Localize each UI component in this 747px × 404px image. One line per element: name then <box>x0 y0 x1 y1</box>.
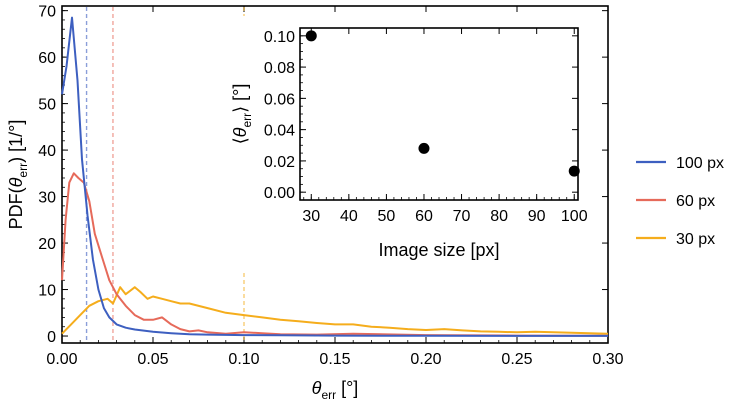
inset-data-point <box>305 30 317 42</box>
inset-y-axis-label: ⟨θerr⟩ [°] <box>230 84 254 145</box>
inset-x-tick-label: 90 <box>528 208 546 225</box>
legend-label: 100 px <box>676 155 724 172</box>
main-y-tick-label: 70 <box>38 4 56 21</box>
main-y-tick-label: 10 <box>38 283 56 300</box>
inset-y-tick-label: 0.02 <box>264 154 295 171</box>
main-y-tick-label: 60 <box>38 50 56 67</box>
main-x-tick-label: 0.00 <box>46 351 77 368</box>
inset-x-tick-label: 80 <box>490 208 508 225</box>
main-x-tick-label: 0.10 <box>228 351 259 368</box>
inset-y-tick-label: 0.00 <box>264 185 295 202</box>
series-line <box>61 286 609 335</box>
inset-y-tick-label: 0.04 <box>264 123 295 140</box>
main-x-tick-label: 0.25 <box>501 351 532 368</box>
inset-mean-error-chart: 30 40 50 60 70 80 90 100 0.00 0.02 0.04 0.06 0.08 0.1… <box>230 16 592 270</box>
series-line <box>61 172 609 337</box>
inset-data-point <box>418 142 430 154</box>
main-pdf-chart: 0.00 0.05 0.10 0.15 0.20 0.25 0.30 0 10 20 30 40 50 6… <box>6 4 624 402</box>
inset-x-axis-label: Image size [px] <box>378 240 499 260</box>
main-x-axis-label: θerr [°] <box>312 378 359 402</box>
legend: 100 px 60 px 30 px <box>636 155 724 248</box>
legend-label: 30 px <box>676 231 715 248</box>
main-x-tick-label: 0.05 <box>137 351 168 368</box>
inset-x-tick-label: 70 <box>453 208 471 225</box>
main-y-axis-label: PDF(θerr) [1/°] <box>6 120 30 230</box>
inset-x-tick-label: 30 <box>302 208 320 225</box>
main-y-tick-label: 20 <box>38 236 56 253</box>
main-x-tick-label: 0.30 <box>592 351 623 368</box>
main-x-tick-label: 0.20 <box>410 351 441 368</box>
inset-x-tick-label: 100 <box>561 208 588 225</box>
main-y-tick-label: 40 <box>38 143 56 160</box>
main-y-tick-label: 50 <box>38 97 56 114</box>
series-line <box>61 16 608 337</box>
main-y-tick-label: 30 <box>38 190 56 207</box>
inset-background <box>234 16 592 270</box>
inset-y-tick-label: 0.08 <box>264 60 295 77</box>
inset-y-tick-label: 0.10 <box>264 29 295 46</box>
inset-x-tick-label: 60 <box>415 208 433 225</box>
main-x-tick-label: 0.15 <box>319 351 350 368</box>
inset-x-tick-label: 40 <box>340 208 358 225</box>
main-y-tick-label: 0 <box>47 329 56 346</box>
inset-data-point <box>568 165 580 177</box>
legend-label: 60 px <box>676 193 715 210</box>
inset-x-tick-label: 50 <box>378 208 396 225</box>
inset-y-tick-label: 0.06 <box>264 91 295 108</box>
